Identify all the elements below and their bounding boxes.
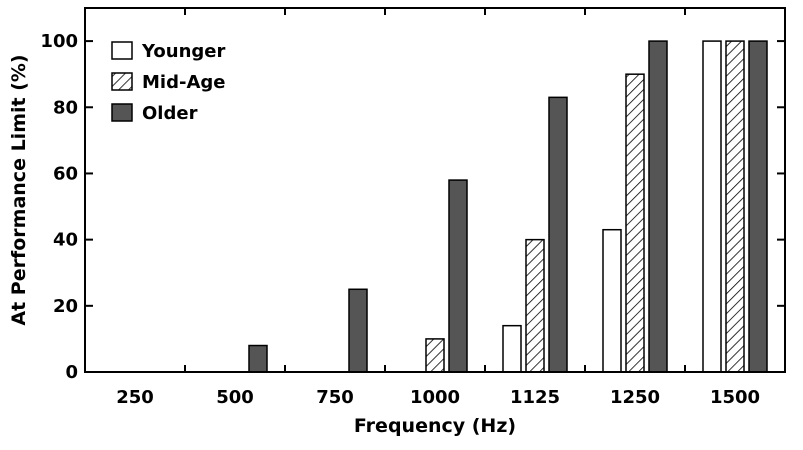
bar-younger-1250 — [602, 228, 622, 373]
bar-older-750 — [348, 288, 368, 373]
x-axis-title: Frequency (Hz) — [354, 415, 516, 437]
legend-label-mid-age: Mid-Age — [142, 72, 225, 93]
legend-swatch-younger — [111, 41, 133, 60]
legend-label-older: Older — [142, 103, 198, 124]
bar-older-500 — [248, 344, 268, 373]
y-tick-label: 0 — [65, 362, 78, 383]
bar-mid-age-1000 — [425, 338, 445, 373]
x-tick-label: 1000 — [410, 387, 460, 408]
y-tick-label: 20 — [53, 296, 78, 317]
x-tick-label: 1250 — [610, 387, 660, 408]
x-tick-label: 1500 — [710, 387, 760, 408]
y-tick-label: 100 — [40, 31, 78, 52]
axis-ticks-group: 250 500 750 1000 1125 1250 1500 0 20 40 60 80 100 — [40, 8, 785, 408]
x-tick-label: 250 — [116, 387, 154, 408]
x-tick-label: 500 — [216, 387, 254, 408]
x-tick-label: 750 — [316, 387, 354, 408]
y-tick-label: 60 — [53, 163, 78, 184]
legend-label-younger: Younger — [141, 41, 225, 62]
bar-older-1125 — [548, 96, 568, 373]
bar-older-1000 — [448, 179, 468, 373]
bar-older-1250 — [648, 40, 668, 373]
bar-older-1500 — [748, 40, 768, 373]
y-tick-label: 80 — [53, 97, 78, 118]
legend-swatch-older — [111, 103, 133, 122]
y-axis-title: At Performance Limit (%) — [8, 54, 30, 325]
y-tick-label: 40 — [53, 230, 78, 251]
bar-mid-age-1125 — [525, 238, 545, 373]
bar-mid-age-1500 — [725, 40, 745, 373]
x-tick-label: 1125 — [510, 387, 560, 408]
bar-younger-1500 — [702, 40, 722, 373]
legend-swatch-mid-age — [111, 72, 133, 91]
bars-group — [248, 40, 768, 373]
legend: Younger Mid-Age Older — [111, 41, 225, 124]
bar-mid-age-1250 — [625, 73, 645, 373]
bar-younger-1125 — [502, 324, 522, 373]
plot-area-frame — [84, 7, 786, 373]
